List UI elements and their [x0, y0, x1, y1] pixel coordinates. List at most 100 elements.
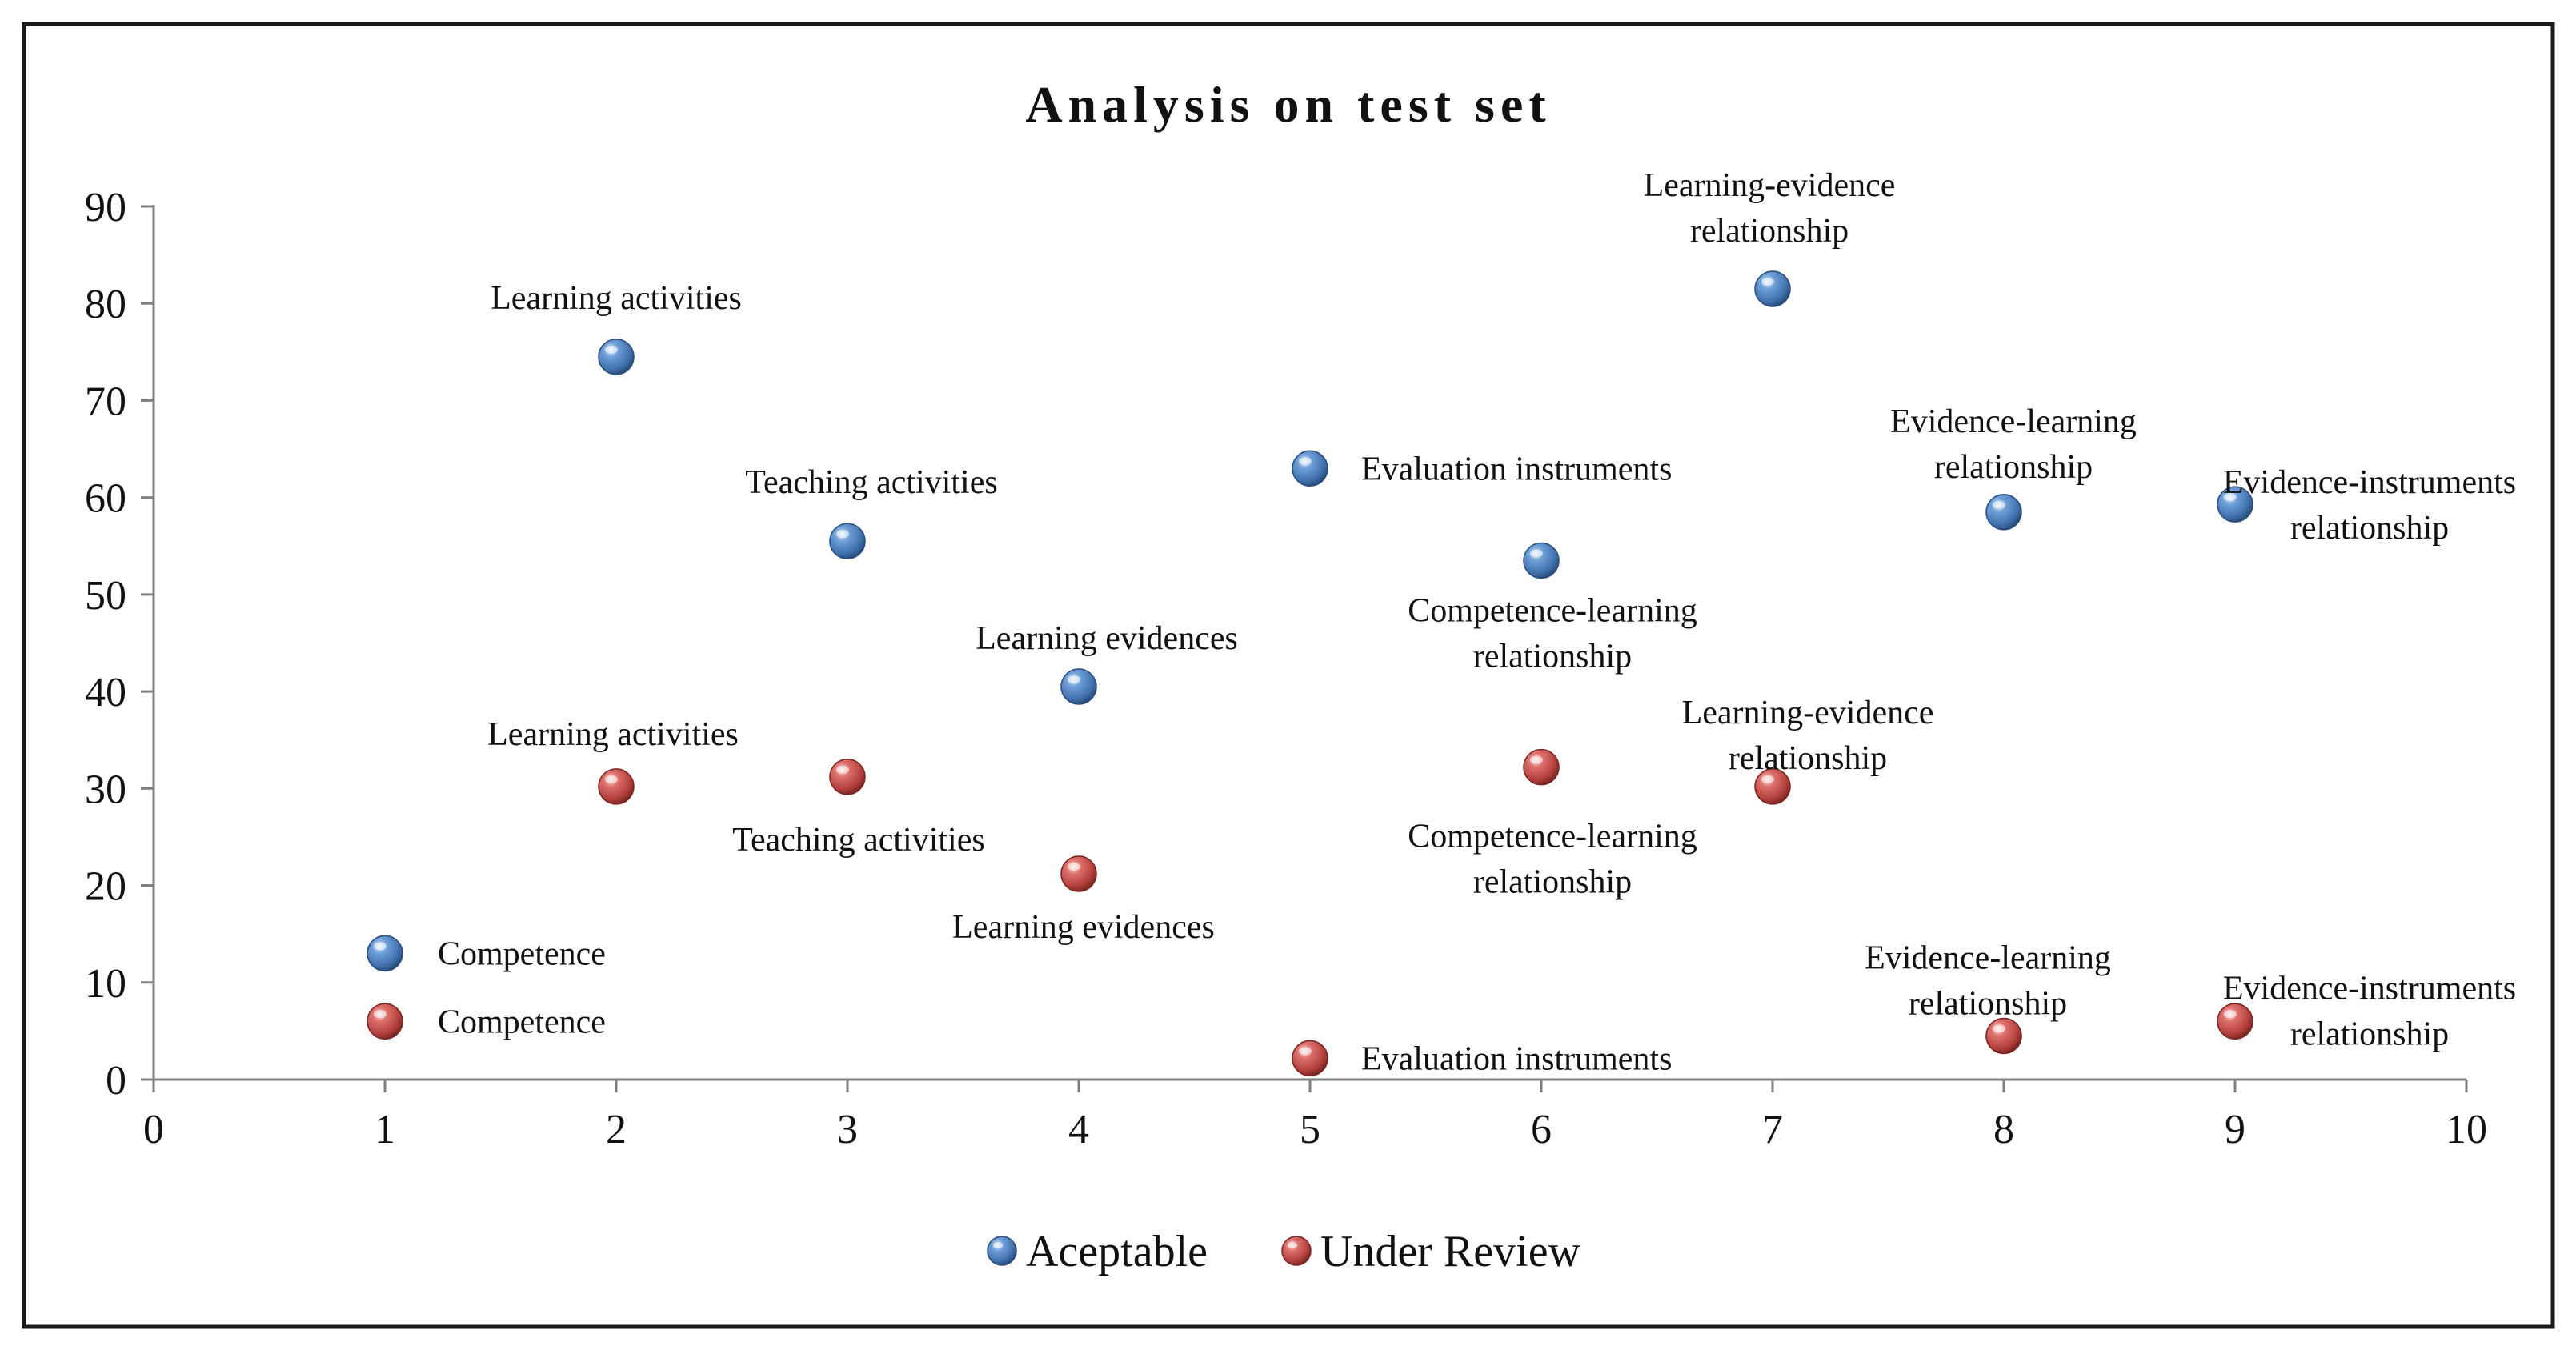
x-tick-label: 2 — [606, 1107, 627, 1152]
y-tick-label: 10 — [85, 961, 126, 1007]
point-highlight — [2224, 1010, 2237, 1019]
y-tick-label: 40 — [85, 670, 126, 715]
point-under-review-5 — [1292, 1040, 1328, 1077]
data-label-line: Evaluation instruments — [1361, 451, 1672, 487]
y-tick-label: 0 — [106, 1058, 126, 1104]
y-tick-label: 80 — [85, 282, 126, 327]
x-tick-label: 6 — [1531, 1107, 1552, 1152]
data-label-line: Evidence-instruments — [2223, 970, 2516, 1007]
data-label-line: relationship — [1909, 985, 2067, 1022]
data-label-line: Evidence-learning — [1865, 939, 2111, 976]
point-under-review-1 — [367, 1003, 403, 1040]
point-aceptable-3 — [829, 523, 866, 559]
data-label-under-review-7: Learning-evidence relationship — [1682, 695, 1934, 777]
data-label-under-review-2: Learning activities — [487, 716, 739, 753]
point-aceptable-8 — [1985, 494, 2022, 531]
legend-label-aceptable: Aceptable — [1026, 1227, 1208, 1276]
point-under-review-2 — [598, 768, 635, 805]
point-under-review-6 — [1523, 748, 1560, 786]
y-tick-label: 90 — [85, 185, 126, 230]
x-tick-label: 4 — [1068, 1107, 1089, 1152]
data-label-line: Learning activities — [491, 280, 742, 317]
x-tick-label: 3 — [837, 1107, 858, 1152]
data-label-line: Teaching activities — [732, 822, 984, 859]
x-tick-label: 1 — [375, 1107, 395, 1152]
data-label-aceptable-4: Learning evidences — [976, 620, 1238, 657]
data-label-aceptable-7: Learning-evidence relationship — [1644, 167, 1896, 250]
point-highlight — [1993, 500, 2005, 509]
data-label-line: relationship — [1473, 638, 1632, 675]
legend-marker-aceptable — [987, 1236, 1017, 1266]
data-label-line: Learning evidences — [952, 909, 1215, 946]
x-tick-label: 0 — [143, 1107, 164, 1152]
data-label-line: Learning-evidence — [1682, 695, 1934, 731]
point-highlight — [374, 1010, 387, 1019]
data-label-line: Competence — [438, 935, 606, 972]
point-under-review-4 — [1060, 855, 1097, 892]
chart-title: Analysis on test set — [1025, 76, 1551, 133]
point-aceptable-4 — [1060, 668, 1097, 705]
x-tick-label: 10 — [2446, 1107, 2487, 1152]
data-label-aceptable-6: Competence-learning relationship — [1408, 592, 1697, 675]
legend-marker-highlight — [1288, 1242, 1297, 1248]
data-label-under-review-3: Teaching activities — [732, 822, 984, 859]
data-label-line: relationship — [1729, 740, 1887, 777]
data-label-under-review-9: Evidence-instruments relationship — [2223, 970, 2516, 1052]
axes: 0 10 20 30 40 50 60 70 80 90 0 1 2 3 4 5 6 7 8 9 10 — [85, 185, 2487, 1152]
data-label-aceptable-5: Evaluation instruments — [1361, 451, 1672, 487]
point-highlight — [1299, 457, 1312, 466]
point-aceptable-6 — [1523, 542, 1560, 579]
data-labels: Competence Learning activities Teaching ac… — [438, 167, 2516, 1077]
data-label-under-review-6: Competence-learning relationship — [1408, 819, 1697, 901]
point-highlight — [1530, 549, 1543, 558]
x-tick-label: 9 — [2225, 1107, 2245, 1152]
point-under-review-8 — [1985, 1017, 2022, 1055]
data-label-under-review-8: Evidence-learning relationship — [1865, 939, 2111, 1022]
point-under-review-3 — [829, 759, 866, 795]
legend: Aceptable Under Review — [987, 1227, 1581, 1276]
chart-frame — [22, 22, 2555, 1329]
point-highlight — [836, 530, 849, 539]
data-label-under-review-5: Evaluation instruments — [1361, 1040, 1672, 1077]
data-label-line: Learning-evidence — [1644, 167, 1896, 204]
data-label-line: Competence-learning — [1408, 592, 1697, 629]
data-label-aceptable-1: Competence — [438, 935, 606, 972]
data-label-line: Competence-learning — [1408, 819, 1697, 855]
point-aceptable-1 — [367, 935, 403, 972]
point-aceptable-2 — [598, 339, 635, 375]
data-label-line: Evidence-learning — [1890, 403, 2137, 440]
point-highlight — [1761, 775, 1774, 783]
x-tick-label: 7 — [1762, 1107, 1783, 1152]
data-label-under-review-1: Competence — [438, 1003, 606, 1040]
legend-marker-highlight — [993, 1242, 1003, 1248]
data-label-line: Teaching activities — [745, 464, 997, 501]
data-label-line: Learning evidences — [976, 620, 1238, 657]
data-label-under-review-4: Learning evidences — [952, 909, 1215, 946]
data-label-line: Competence — [438, 1003, 606, 1040]
data-label-line: relationship — [1934, 449, 2093, 486]
data-label-aceptable-9: Evidence-instruments relationship — [2223, 464, 2516, 547]
point-aceptable-7 — [1754, 270, 1791, 307]
point-highlight — [1299, 1047, 1312, 1056]
legend-marker-under-review — [1281, 1236, 1312, 1266]
data-label-line: Evaluation instruments — [1361, 1040, 1672, 1077]
data-label-aceptable-8: Evidence-learning relationship — [1890, 403, 2137, 486]
data-label-aceptable-3: Teaching activities — [745, 464, 997, 501]
y-tick-label: 20 — [85, 864, 126, 910]
y-tick-label: 60 — [85, 476, 126, 522]
legend-label-under-review: Under Review — [1320, 1227, 1581, 1276]
point-highlight — [1761, 278, 1774, 286]
x-tick-label: 5 — [1300, 1107, 1320, 1152]
point-highlight — [605, 775, 618, 783]
data-points — [367, 270, 2253, 1077]
data-label-line: relationship — [1473, 864, 1632, 901]
y-tick-label: 30 — [85, 767, 126, 812]
data-label-line: relationship — [2290, 1016, 2449, 1052]
point-highlight — [2224, 493, 2237, 502]
point-aceptable-5 — [1292, 450, 1328, 487]
point-highlight — [1068, 675, 1080, 684]
x-tick-label: 8 — [1993, 1107, 2014, 1152]
data-label-aceptable-2: Learning activities — [491, 280, 742, 317]
point-highlight — [1993, 1024, 2005, 1033]
